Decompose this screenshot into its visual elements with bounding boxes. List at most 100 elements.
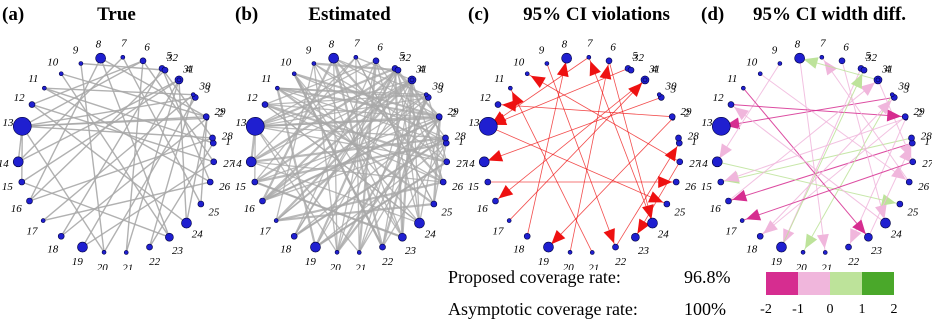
node-label: 15 [235,181,247,193]
graph-node [711,117,731,136]
edge-arrowhead [599,64,612,80]
graph-edge [608,60,653,224]
node-label: 20 [563,262,575,270]
node-label: 29 [914,106,926,118]
edge-arrowhead [783,228,795,244]
edge-arrowhead [637,218,650,234]
graph-node [822,250,828,255]
panel-title: (b) Estimated [233,2,466,28]
node-label: 5 [399,50,405,62]
node-label: 18 [47,244,59,256]
node-label: 4 [186,63,192,75]
node-label: 6 [144,41,150,53]
node-label: 13 [468,117,480,129]
graph-node [586,54,592,60]
graph-edge [80,62,166,71]
graph-edge [261,79,413,202]
graph-node [478,117,498,136]
node-label: 25 [674,207,686,219]
edge-arrowhead [816,233,829,249]
graph-node [757,71,763,77]
graph-node [40,218,46,223]
node-label: 29 [681,106,693,118]
graph-node [78,61,84,66]
node-label: 16 [710,203,722,215]
graph-edge [488,56,590,127]
graph-edge [720,137,912,183]
proposed-coverage-label: Proposed coverage rate: [448,267,621,287]
graph-node [409,77,415,83]
node-label: 17 [27,226,39,238]
node-label: 21 [122,262,133,270]
edge-arrowhead [603,228,615,244]
node-label: 4 [419,63,425,75]
node-label: 28 [688,130,699,142]
panel-ci-violations: (c) 95% CI violations 123456789101112131… [466,0,699,270]
node-label: 3 [670,84,677,96]
graph-node [741,85,746,91]
edge-arrowhead [498,185,514,199]
graph-node [478,156,490,168]
graph-edge [21,79,180,183]
node-label: 18 [280,244,292,256]
graph-edge [251,161,444,183]
graph-node [711,156,723,168]
edge-arrowhead [512,91,524,107]
graph-edge [61,73,207,118]
panel-label: (d) [701,4,725,25]
graph-node [819,54,825,60]
graph-node [165,232,174,242]
node-label: 29 [215,106,227,118]
node-label: 31 [182,63,194,75]
graph-node [259,197,266,205]
node-label: 2 [917,108,923,120]
graph-node [675,134,682,142]
graph-edge [262,117,441,203]
graph-node [210,158,218,166]
node-label: 7 [587,37,593,49]
graph-node [864,232,873,242]
node-label: 15 [701,181,713,193]
coverage-rates: Proposed coverage rate: 96.8% Asymptotic… [448,262,738,326]
graph-node [58,71,64,77]
node-label: 26 [918,181,930,193]
graph-edge [381,79,413,248]
node-label: 1 [225,136,231,148]
colorbar-segment [862,272,894,295]
graph-node [523,232,531,240]
node-label: 24 [425,228,437,240]
graph-edge [43,181,211,222]
graph-node [544,61,550,66]
graph-node [291,71,297,77]
proposed-coverage-value: 96.8% [684,267,731,287]
node-label: 8 [329,38,335,50]
edge-arrowhead [664,146,678,162]
node-label: 9 [772,45,778,57]
network-graph-true: 1234567891011121314151617181920212223242… [0,37,233,270]
node-label: 21 [821,262,832,270]
graph-node [394,66,402,74]
colorbar-tick: 1 [858,302,866,317]
graph-node [197,200,205,208]
edge-arrowhead [824,60,838,76]
graph-node [756,232,764,240]
graph-edge [254,181,403,238]
graph-edge [742,87,869,238]
node-label: 28 [222,130,233,142]
graph-edge [161,68,211,183]
graph-edge [720,117,907,183]
colorbar-tick: 2 [890,302,898,317]
graph-node [442,134,449,142]
panel-label: (c) [468,4,490,25]
graph-edge [148,94,194,248]
graph-edge [355,56,413,81]
network-graph-ci-width-diff: 1234567891011121314151617181920212223242… [699,37,932,270]
graph-node [717,178,725,186]
edge-arrowhead [732,189,748,202]
graph-edge [293,73,384,248]
graph-node [777,61,783,66]
edge-arrowhead [628,82,643,98]
colorbar-segment [798,272,830,295]
panel-title-text: Estimated [308,4,391,25]
graph-node [776,241,787,253]
